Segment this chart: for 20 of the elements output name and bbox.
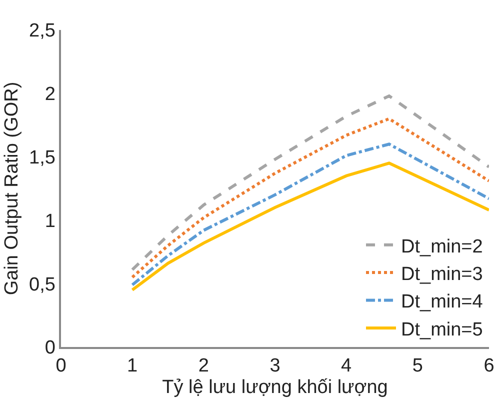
y-tick-label: 1,5 [29,147,56,168]
x-tick-label: 3 [270,356,280,377]
y-axis-title: Gain Output Ratio (GOR) [1,82,22,296]
x-tick-label: 6 [484,356,494,377]
legend-label: Dt_min=2 [401,236,483,258]
y-tick-label: 0,5 [29,274,56,296]
legend-label: Dt_min=5 [401,319,483,340]
line-series [130,162,489,292]
x-tick-label: 2 [198,356,209,377]
legend-label: Dt_min=3 [401,264,483,285]
y-tick-label: 2,5 [29,20,56,42]
legend-label: Dt_min=4 [401,292,484,313]
line-series [130,142,489,286]
y-tick-label: 0 [44,338,56,359]
y-tick-label: 1 [44,210,56,232]
x-tick-label: 4 [341,356,352,377]
x-tick-label: 1 [127,356,138,377]
y-tick-label: 2 [44,84,56,106]
x-axis-title: Tỷ lệ lưu lượng khối lượng [162,376,388,398]
x-tick-label: 5 [412,356,423,377]
